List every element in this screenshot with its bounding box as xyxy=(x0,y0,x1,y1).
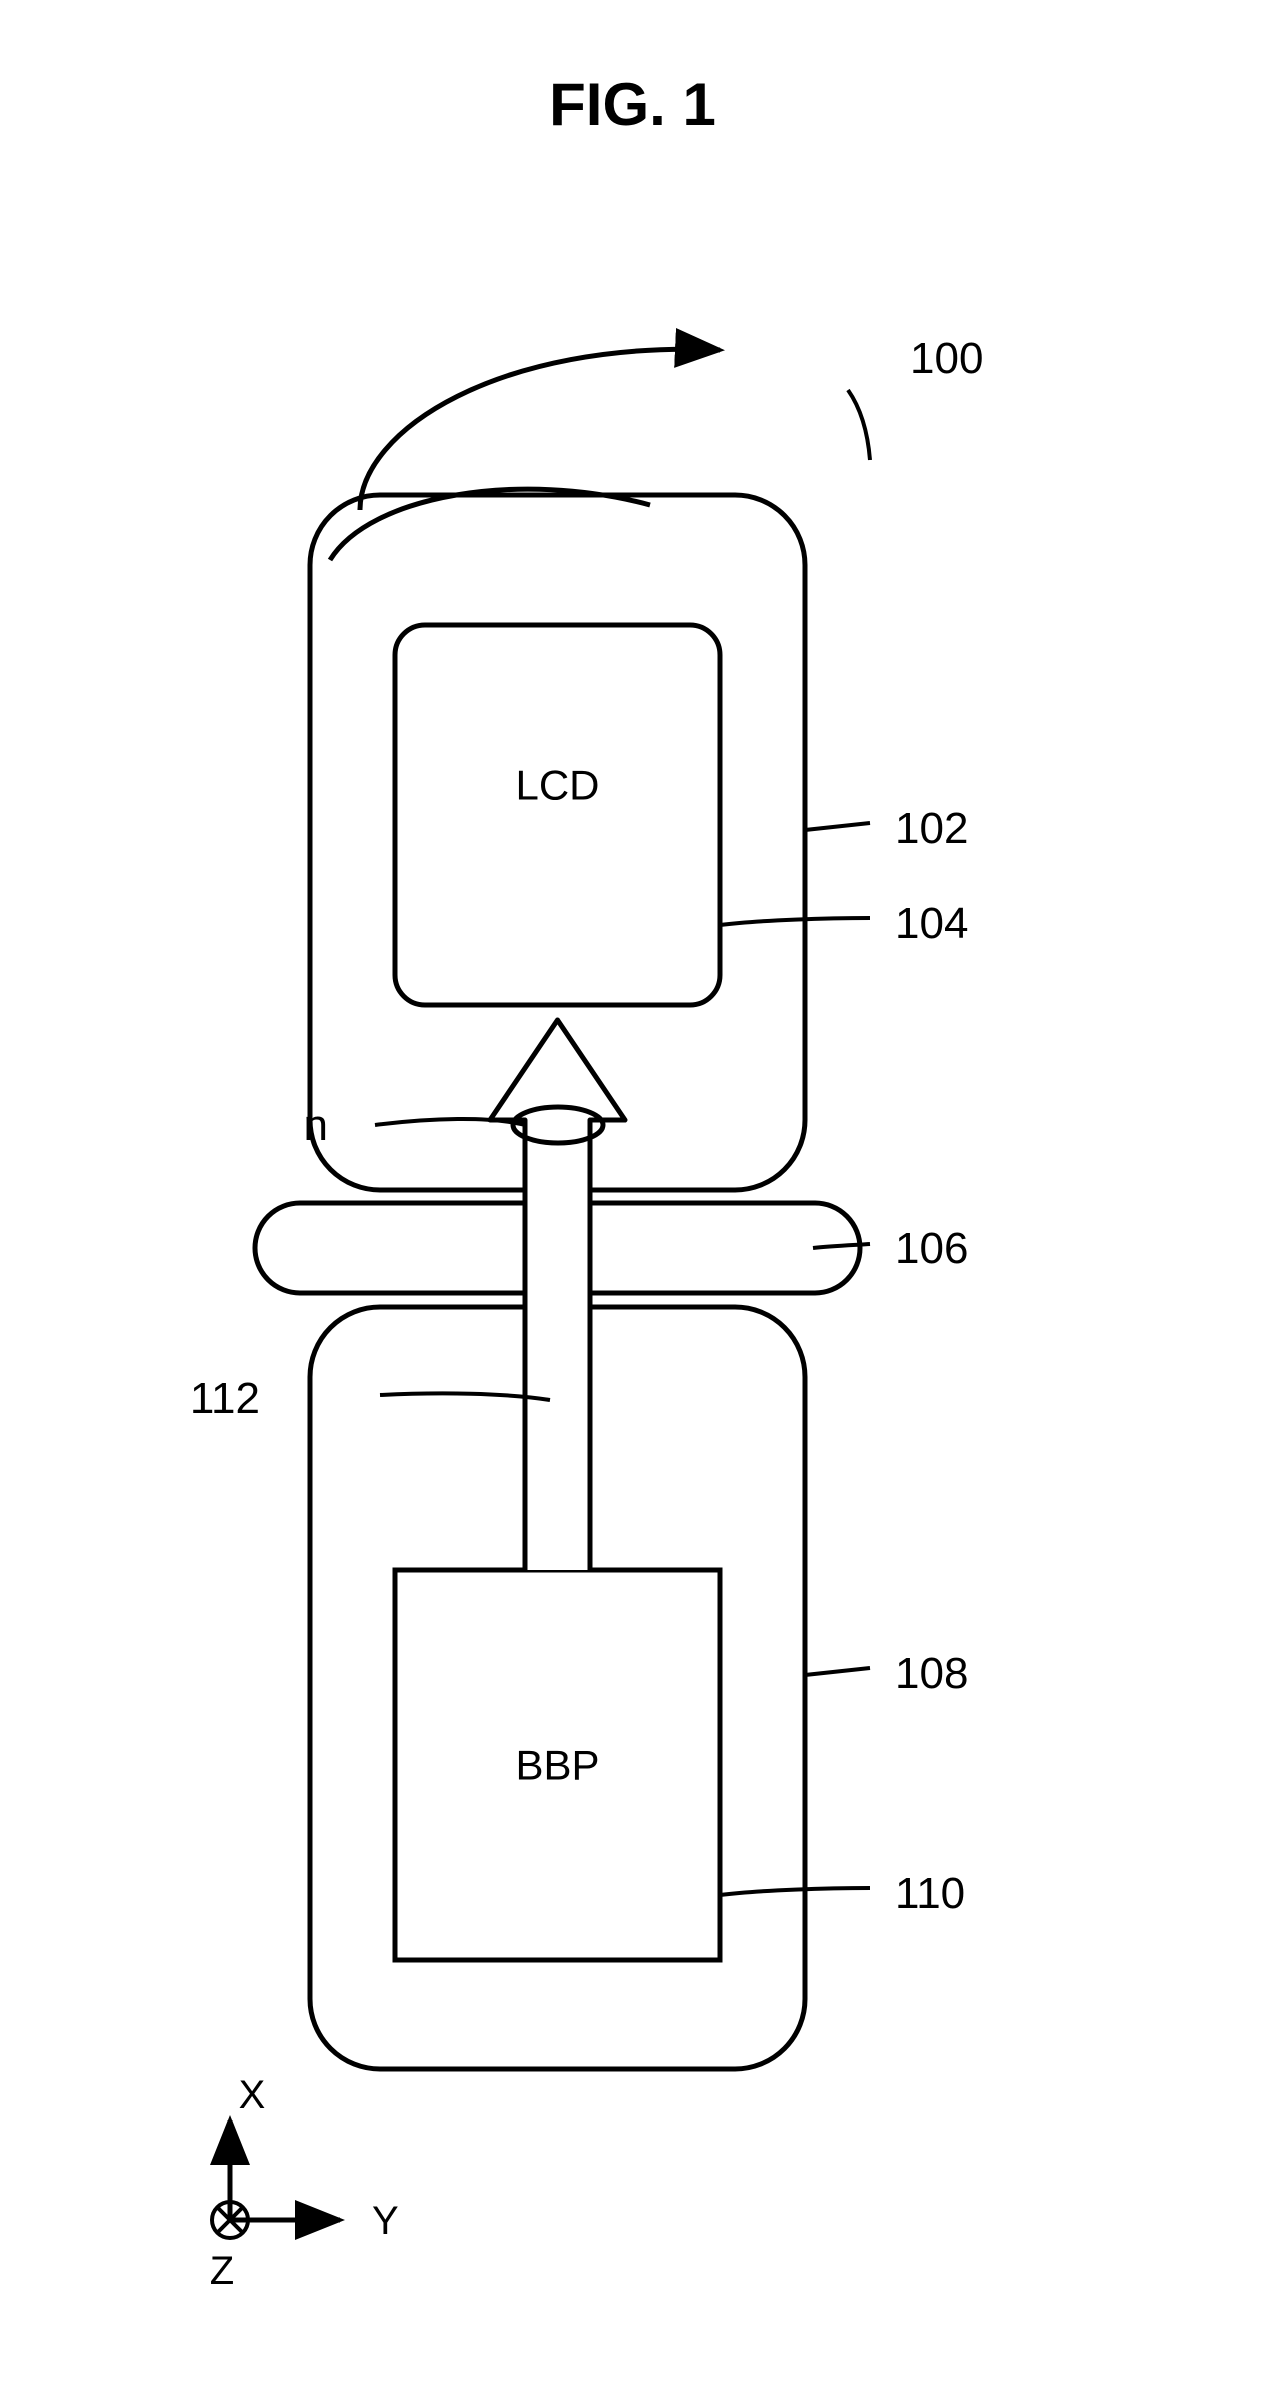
figure-page: FIG. 1 LCD BBP 100 102 104 106 108 110 112 n X Y Z xyxy=(0,0,1265,2398)
axis-x-label: X xyxy=(239,2073,266,2117)
label-ref_112: 112 xyxy=(190,1374,260,1423)
label-ref_n: n xyxy=(304,1101,328,1150)
rotation-arrow-back xyxy=(360,349,720,510)
lcd-label: LCD xyxy=(515,762,599,809)
label-ref_110: 110 xyxy=(895,1869,965,1918)
leader-ref_102 xyxy=(805,823,870,830)
axis-z-label: Z xyxy=(210,2249,234,2293)
figure-svg: FIG. 1 LCD BBP 100 102 104 106 108 110 112 n X Y Z xyxy=(0,0,1265,2398)
label-ref_108: 108 xyxy=(895,1649,968,1698)
label-ref_102: 102 xyxy=(895,804,968,853)
label-ref_100: 100 xyxy=(910,334,983,383)
bbp-label: BBP xyxy=(515,1742,599,1789)
label-ref_106: 106 xyxy=(895,1224,968,1273)
axis-y-label: Y xyxy=(372,2199,399,2243)
figure-title: FIG. 1 xyxy=(549,71,716,138)
leader-ref_100 xyxy=(848,390,870,460)
leader-ref_108 xyxy=(805,1668,870,1675)
label-ref_104: 104 xyxy=(895,899,968,948)
